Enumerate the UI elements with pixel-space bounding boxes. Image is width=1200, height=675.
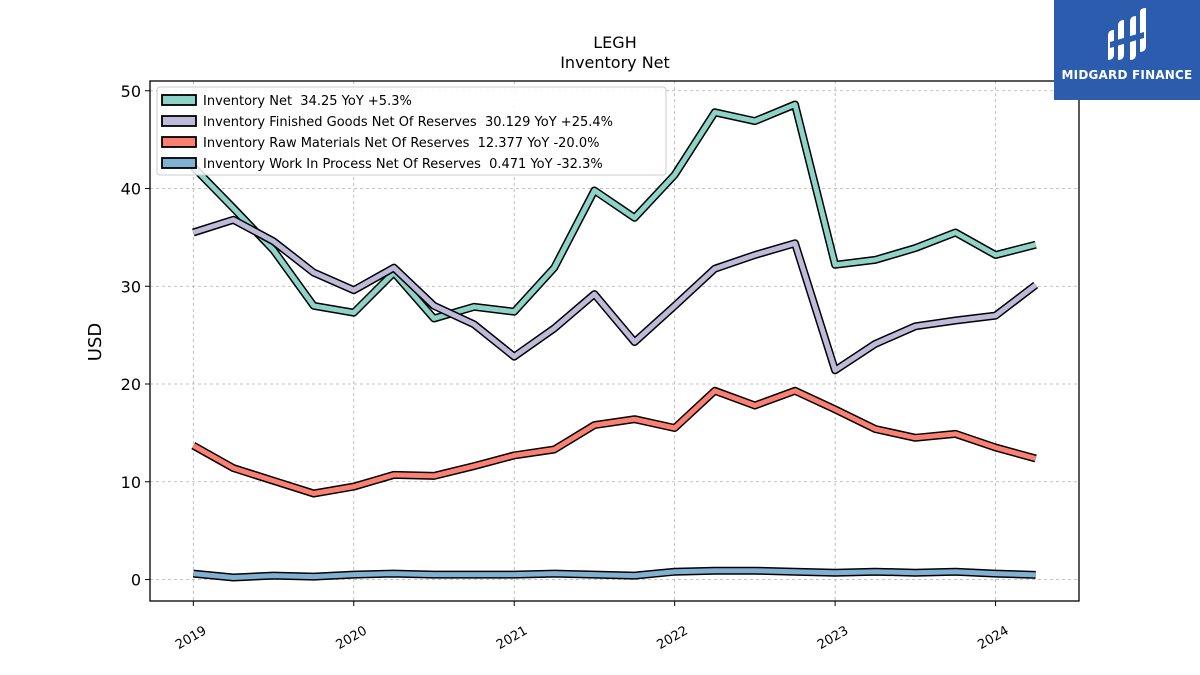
x-tick-label: 2023 <box>815 623 851 653</box>
legend: Inventory Net 34.25 YoY +5.3% Inventory F… <box>156 86 667 176</box>
series-outline-2 <box>191 386 1037 498</box>
x-tick-label: 2021 <box>494 623 530 653</box>
brand-name: MIDGARD FINANCE <box>1061 68 1193 82</box>
series-line-3 <box>193 568 1036 580</box>
y-tick-label: 10 <box>121 473 141 492</box>
x-tick-label: 2019 <box>173 623 209 653</box>
series-line-2 <box>192 388 1037 496</box>
brand-logo: MIDGARD FINANCE <box>1054 0 1200 100</box>
chart-title: LEGH <box>593 33 636 52</box>
legend-swatch <box>161 157 197 169</box>
chart-subtitle: Inventory Net <box>560 53 670 72</box>
legend-entry: Inventory Raw Materials Net Of Reserves … <box>203 136 599 151</box>
legend-box <box>156 86 667 176</box>
x-tick-label: 2022 <box>655 623 691 653</box>
x-tick-label: 2024 <box>975 623 1011 653</box>
y-tick-label: 40 <box>121 180 141 199</box>
legend-swatch <box>161 136 197 148</box>
series-line-1 <box>192 217 1038 373</box>
y-tick-label: 30 <box>121 277 141 296</box>
legend-entry: Inventory Work In Process Net Of Reserve… <box>203 157 603 172</box>
y-axis-label: USD <box>85 323 106 361</box>
brand-mark-icon <box>1108 8 1146 60</box>
series-line-0 <box>191 102 1037 321</box>
legend-swatch <box>161 115 197 127</box>
legend-entry: Inventory Finished Goods Net Of Reserves… <box>203 115 613 130</box>
series-lines <box>190 100 1039 582</box>
legend-swatch <box>161 94 197 106</box>
plot-frame <box>149 80 1080 602</box>
legend-entry: Inventory Net 34.25 YoY +5.3% <box>203 94 412 109</box>
y-tick-label: 0 <box>131 570 141 589</box>
y-tick-label: 50 <box>121 82 141 101</box>
y-tick-label: 20 <box>121 375 141 394</box>
series-outline-1 <box>192 215 1039 375</box>
x-tick-label: 2020 <box>334 623 370 653</box>
